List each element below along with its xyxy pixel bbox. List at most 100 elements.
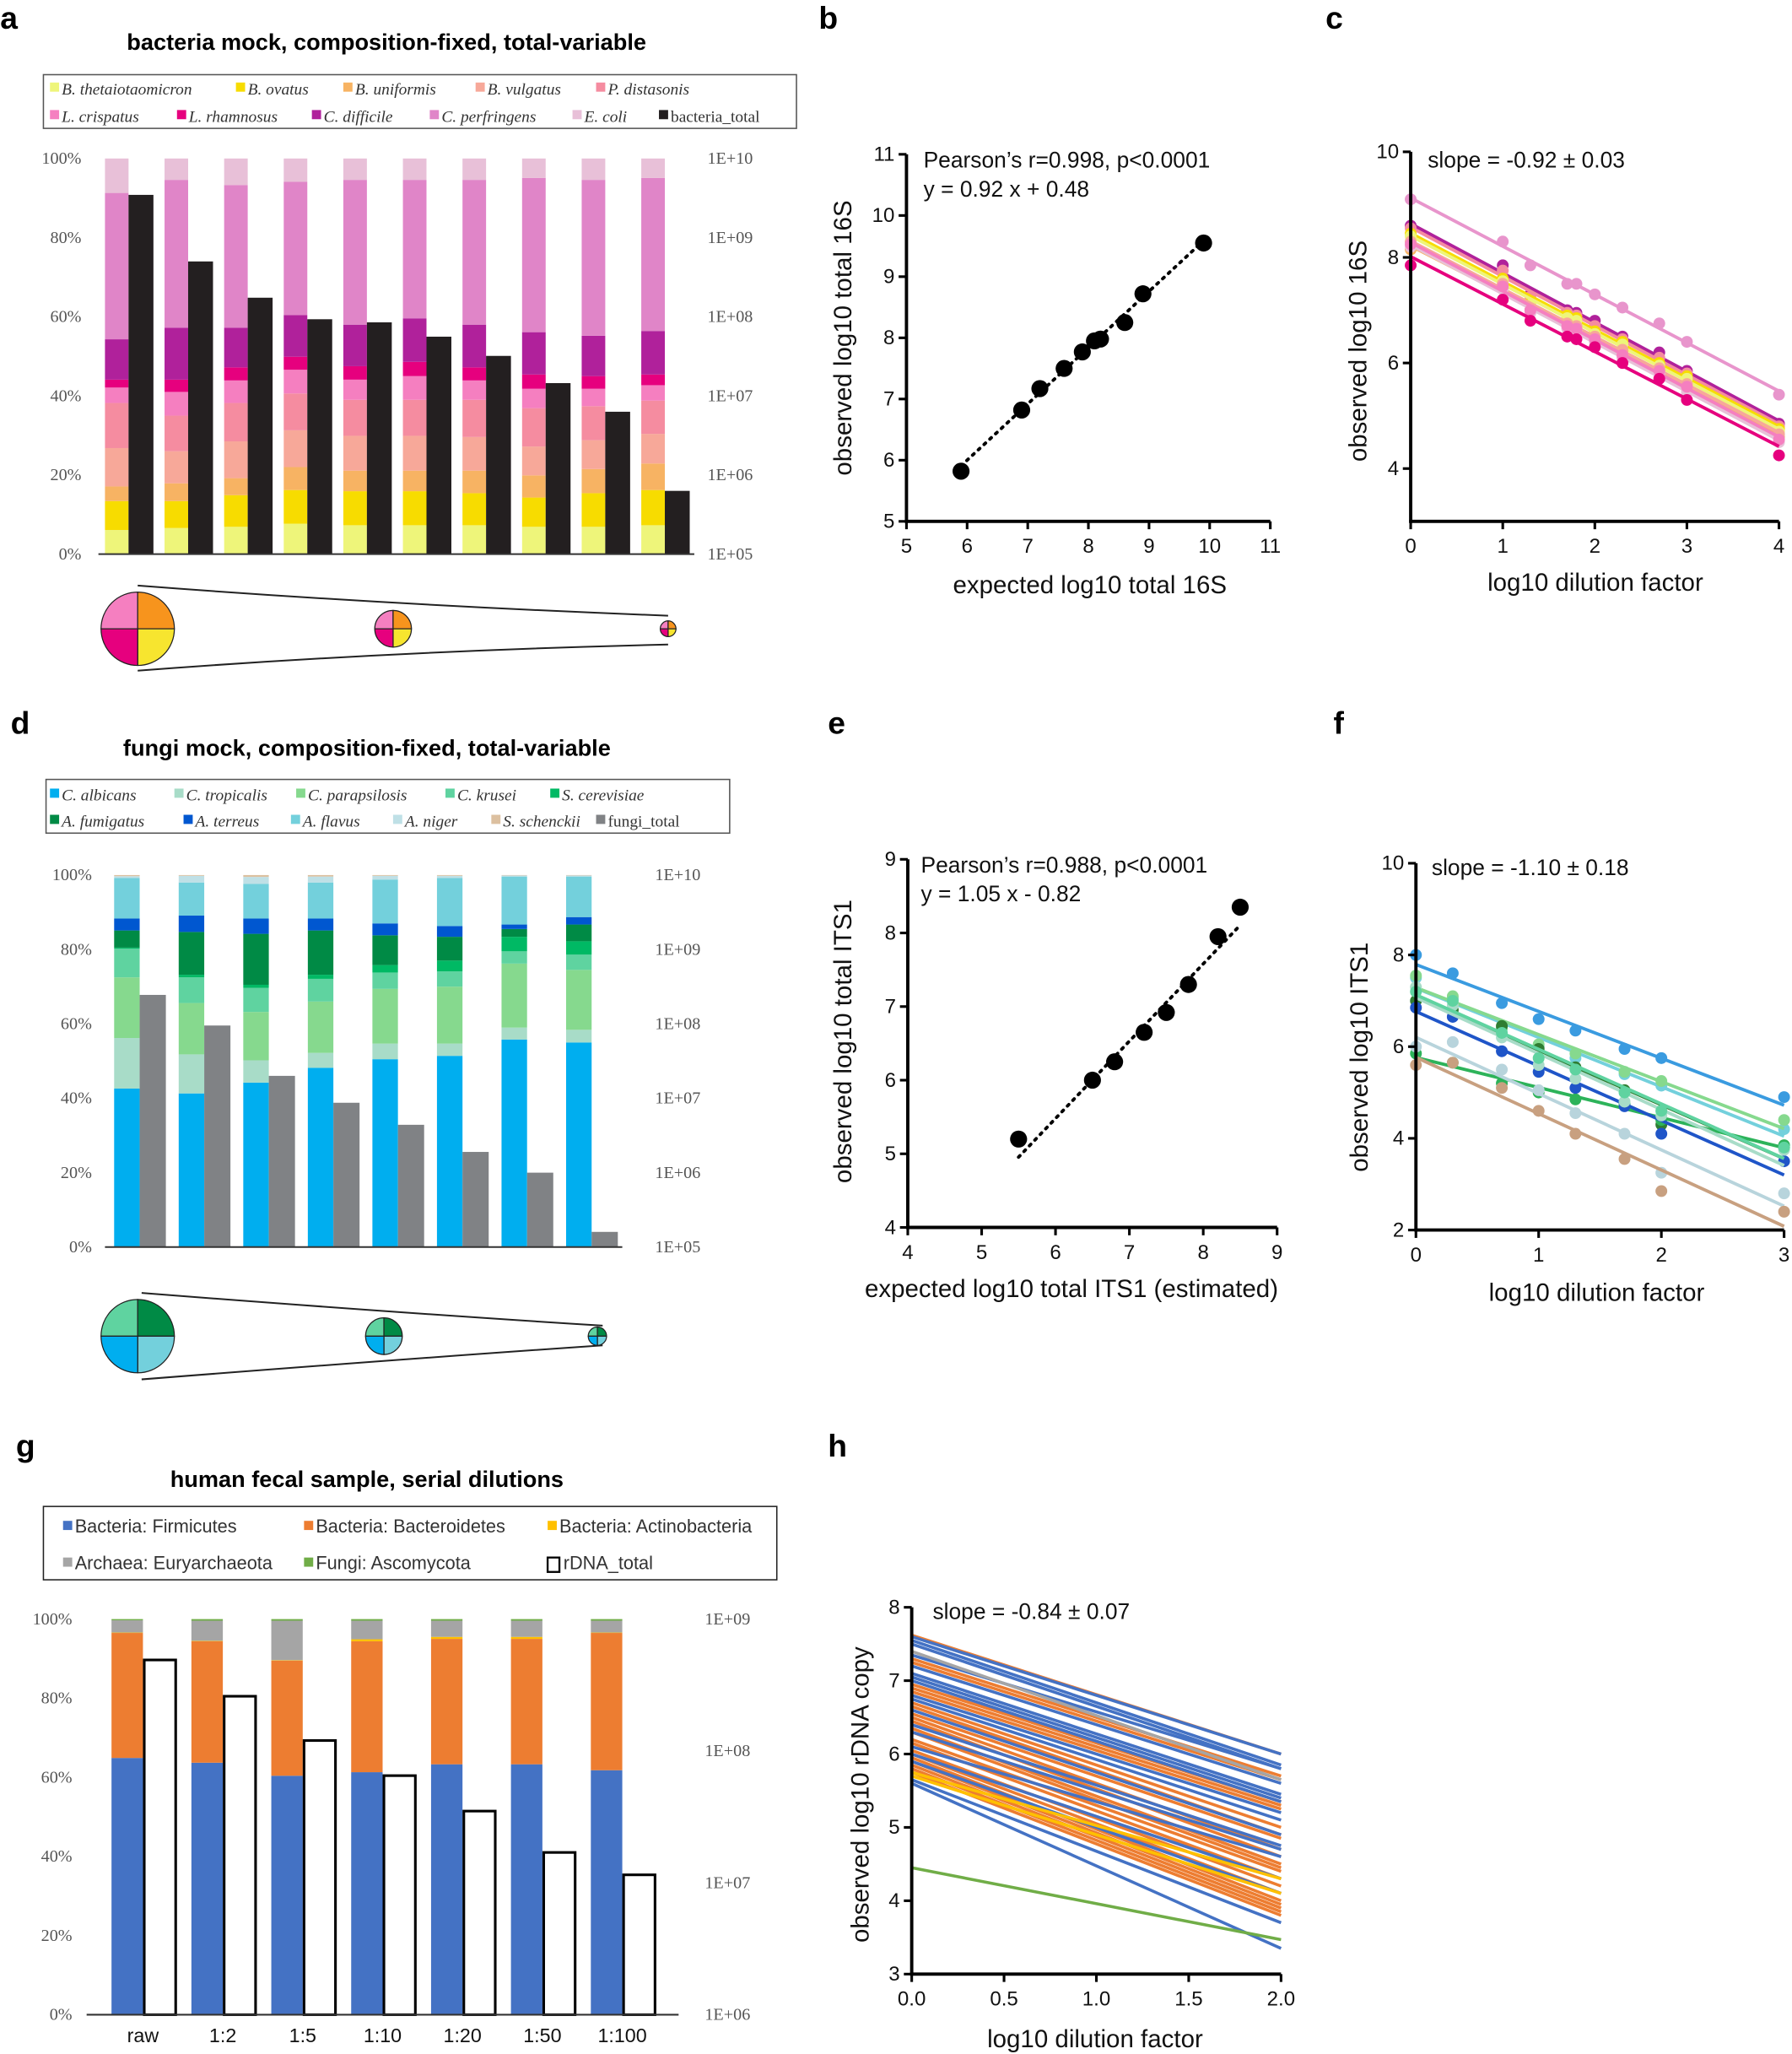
bar-chart-g: 0% 20% 40% 60% 80% 100% 1E+06 1E+07 1E+08 1E+09 ra…	[33, 1516, 753, 2046]
data-point	[1778, 1187, 1790, 1200]
x-axis-title-h: log10 dilution factor	[987, 2025, 1203, 2053]
stacked-bar-segment	[114, 1038, 140, 1089]
series-line	[911, 1672, 1282, 1797]
stacked-bar-segment	[178, 874, 205, 876]
x-tick-label: 4	[902, 1241, 913, 1264]
stacked-bar-segment	[462, 436, 487, 471]
total-bar	[426, 336, 451, 554]
data-point	[953, 462, 970, 480]
series-line	[911, 1745, 1282, 1858]
stacked-bar-segment	[521, 497, 546, 527]
pie-quadrant	[659, 628, 669, 638]
stacked-bar-segment	[243, 987, 269, 1013]
panel-label-e: e	[828, 705, 845, 740]
series-line	[911, 1661, 1282, 1781]
legend-swatch	[445, 788, 455, 798]
x-tick-label: 0	[1405, 535, 1416, 558]
stacked-bar-segment	[111, 1758, 143, 2015]
stacked-bar-segment	[430, 1636, 463, 1640]
stacked-bar-segment	[105, 447, 129, 487]
stacked-bar-segment	[307, 876, 334, 883]
legend-label: fungi_total	[607, 813, 679, 830]
stacked-bar-segment	[343, 491, 367, 526]
legend-swatch	[50, 82, 60, 92]
regression-line	[1415, 986, 1785, 1131]
line-chart-f: 0 1 2 3 2 4 6 8 10	[1382, 852, 1790, 1267]
stacked-bar-segment	[436, 971, 463, 987]
stacked-bar-segment	[521, 446, 546, 476]
stacked-bar-segment	[436, 937, 463, 961]
data-point	[1497, 294, 1509, 306]
y-tick-label: 80%	[61, 940, 92, 959]
y-tick-label: 9	[885, 848, 896, 871]
stacked-bar-segment	[283, 158, 308, 182]
stacked-bar-segment	[641, 177, 666, 332]
y2-tick-label: 1E+08	[704, 1742, 750, 1760]
stacked-bar-segment	[402, 158, 427, 181]
pie-quadrant	[587, 1335, 598, 1346]
stacked-bar-segment	[430, 1639, 463, 1765]
stacked-bar-segment	[501, 924, 527, 929]
stacked-bar-segment	[343, 435, 367, 471]
total-bar	[307, 319, 332, 554]
stacked-bar-segment	[243, 918, 269, 934]
stacked-bar-segment	[114, 930, 140, 948]
scatter-chart-b: 5 6 7 8 9 10 11 5 6 7 8 9 10 11	[872, 143, 1281, 558]
stacked-bar-segment	[224, 441, 248, 478]
y-tick-label: 60%	[41, 1768, 73, 1786]
stacked-bar-segment	[372, 879, 398, 924]
stacked-bar-segment	[430, 1619, 463, 1621]
y2-tick-label: 1E+10	[655, 866, 700, 884]
y-tick-label: 7	[883, 388, 894, 411]
series-line	[911, 1657, 1282, 1778]
y2-tick-label: 1E+08	[655, 1014, 700, 1033]
y-tick-label: 0%	[69, 1238, 92, 1257]
stacked-bar-segment	[283, 393, 308, 430]
stacked-bar-segment	[307, 1001, 334, 1053]
data-point	[1083, 1071, 1101, 1089]
legend-box-d	[45, 778, 731, 835]
data-point	[1618, 1153, 1631, 1165]
stacked-bar-segment	[521, 374, 546, 389]
regression-line	[1415, 1009, 1785, 1177]
legend-label: B. thetaiotaomicron	[62, 81, 192, 99]
stacked-bar-segment	[105, 403, 129, 448]
legend-swatch	[343, 82, 353, 92]
stacked-bar-segment	[372, 965, 398, 973]
stacked-bar-segment	[283, 370, 308, 394]
y-tick-label: 4	[888, 1889, 899, 1912]
legend-label: E. coli	[584, 108, 628, 126]
legend-swatch	[183, 814, 193, 824]
x-tick-label: 1	[1497, 535, 1508, 558]
y2-tick-label: 1E+10	[707, 149, 753, 168]
legend-swatch	[548, 1521, 557, 1531]
series-line	[910, 1767, 1282, 1914]
panel-label-f: f	[1333, 705, 1344, 740]
stacked-bar-segment	[191, 1620, 224, 1641]
stacked-bar-segment	[581, 440, 606, 469]
y2-tick-label: 1E+07	[655, 1089, 700, 1108]
stacked-bar-segment	[243, 874, 269, 878]
category-label: 1:100	[597, 2024, 646, 2046]
stacked-bar-segment	[165, 527, 188, 554]
series-line	[910, 1756, 1282, 1903]
pie-quadrant	[100, 628, 138, 667]
y-tick-label: 4	[1388, 457, 1399, 480]
legend-box-g	[42, 1505, 778, 1581]
y2-tick-label: 1E+07	[704, 1873, 750, 1892]
stacked-bar-segment	[501, 963, 527, 1028]
x-tick-label: 7	[1124, 1241, 1135, 1264]
pie-quadrant	[364, 1335, 385, 1355]
stacked-bar-segment	[243, 1082, 269, 1247]
pie-quadrant	[667, 628, 677, 638]
series-line	[911, 1866, 1282, 1942]
y-tick-label: 8	[888, 1596, 899, 1619]
stacked-bar-segment	[641, 385, 666, 401]
stacked-bar-segment	[165, 451, 188, 484]
x-tick-label: 9	[1271, 1241, 1282, 1264]
y2-tick-label: 1E+08	[707, 308, 753, 327]
stacked-bar-segment	[436, 874, 463, 876]
pie-quadrant	[374, 609, 394, 630]
stacked-bar-segment	[224, 327, 248, 368]
category-label: 1:2	[209, 2024, 236, 2046]
